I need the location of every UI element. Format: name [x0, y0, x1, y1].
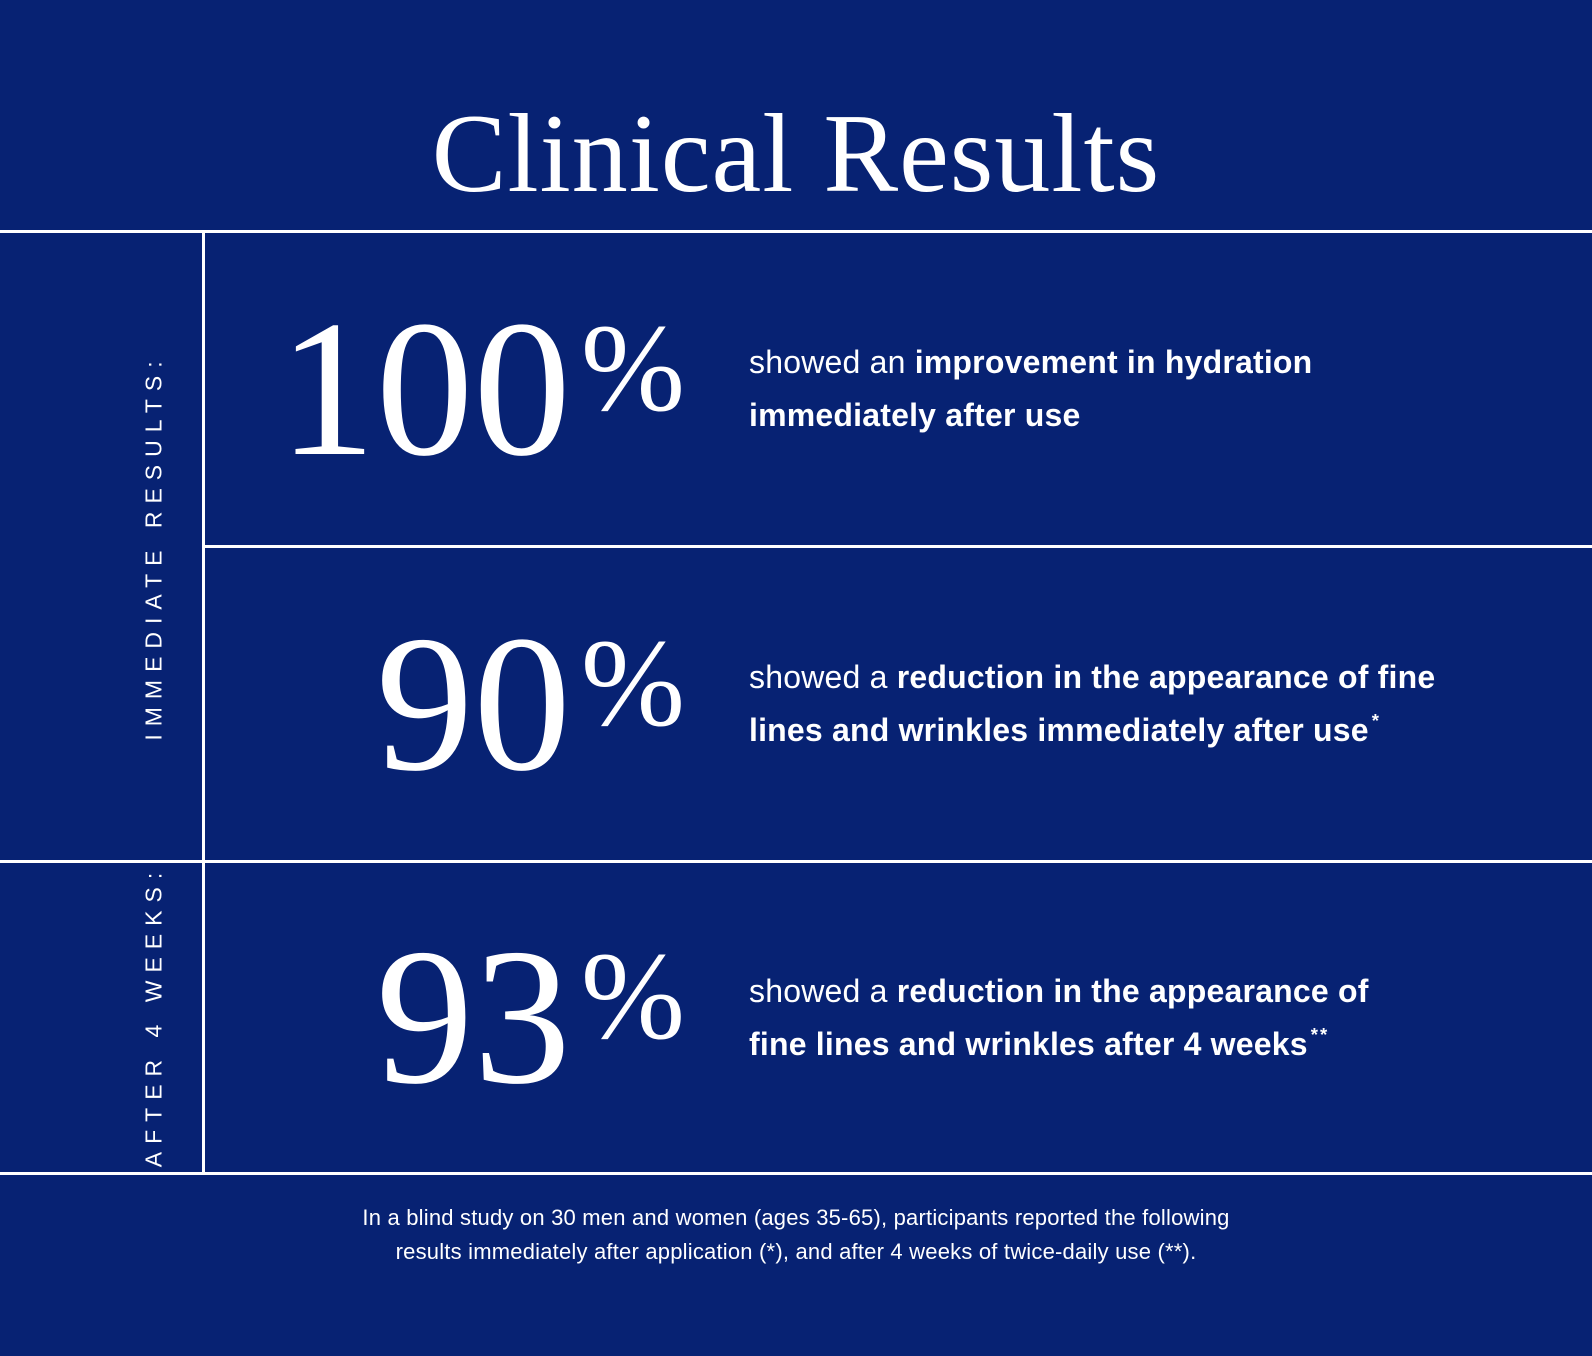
stat-number: 90: [375, 595, 571, 812]
header: Clinical Results: [0, 0, 1592, 233]
side-label-column-immediate: [0, 233, 205, 860]
footnote-line-2: results immediately after application (*…: [395, 1239, 1197, 1265]
stat-lead-text: showed a: [749, 659, 888, 696]
side-label-after-4-weeks: AFTER 4 WEEKS:: [140, 864, 167, 1168]
stat-description: showed a reduction in the appearance of …: [749, 651, 1435, 757]
stat-description: showed an improvement in hydration immed…: [749, 336, 1312, 442]
stat-number: 93: [375, 909, 571, 1125]
side-label-immediate-results: IMMEDIATE RESULTS:: [140, 353, 167, 741]
stat-lead-text: showed a: [749, 972, 888, 1009]
result-row-fine-lines-immediate: 90% showed a reduction in the appearance…: [205, 545, 1592, 860]
result-row-hydration: 100% showed an improvement in hydration …: [205, 233, 1592, 545]
side-label-column-after-4-weeks: [0, 860, 205, 1172]
percent-sign: %: [580, 928, 685, 1066]
percent-sign: %: [580, 614, 685, 753]
stat-bold-text: reduction in the appearance of fine line…: [749, 972, 1369, 1062]
percent-sign: %: [580, 299, 685, 438]
stat-lead-text: showed an: [749, 344, 906, 381]
footnote-mark: *: [1371, 710, 1382, 731]
footnote-mark: **: [1310, 1023, 1330, 1045]
result-row-fine-lines-4-weeks: 93% showed a reduction in the appearance…: [205, 860, 1592, 1172]
stat-bold-text: improvement in hydration immediately aft…: [749, 344, 1313, 433]
stat-description: showed a reduction in the appearance of …: [749, 965, 1369, 1071]
stat-value-100: 100%: [205, 291, 685, 487]
stat-bold-text: reduction in the appearance of fine line…: [749, 659, 1436, 748]
page-title: Clinical Results: [431, 92, 1161, 216]
footnote-line-1: In a blind study on 30 men and women (ag…: [362, 1205, 1230, 1230]
footnote: In a blind study on 30 men and women (ag…: [0, 1172, 1592, 1356]
results-grid: 100% showed an improvement in hydration …: [0, 233, 1592, 1172]
stat-number: 100: [278, 280, 571, 497]
stat-value-93: 93%: [205, 920, 685, 1115]
stat-value-90: 90%: [205, 606, 685, 802]
